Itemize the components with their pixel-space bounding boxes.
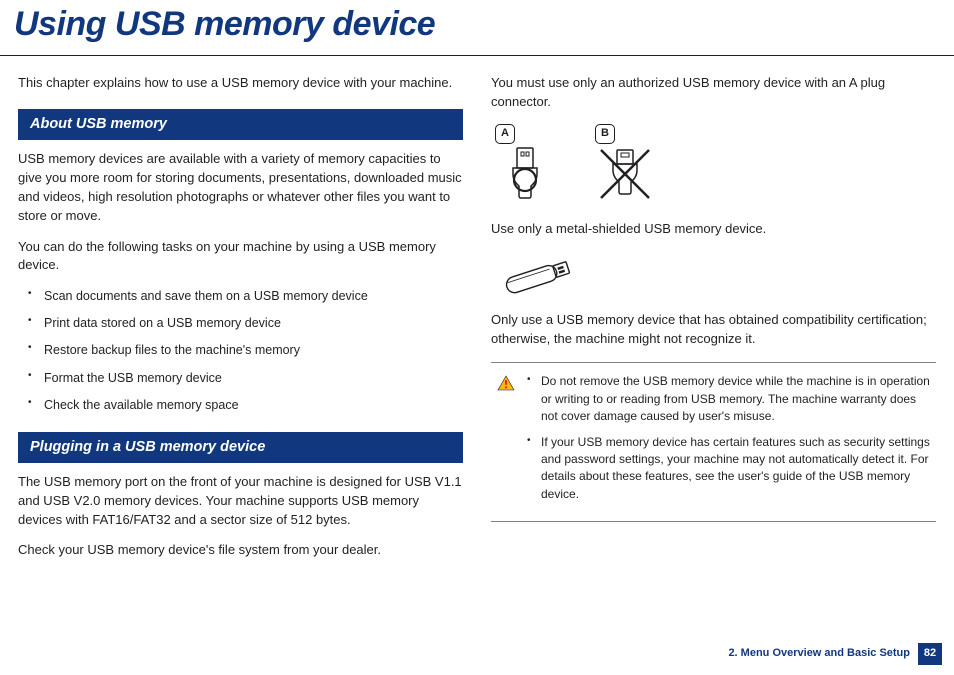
task-list: Scan documents and save them on a USB me…: [18, 287, 463, 414]
right-column: You must use only an authorized USB memo…: [491, 74, 936, 572]
section-heading-about: About USB memory: [18, 109, 463, 140]
page-footer: 2. Menu Overview and Basic Setup 82: [728, 643, 942, 665]
note-item: If your USB memory device has certain fe…: [527, 434, 930, 504]
compat-text: Only use a USB memory device that has ob…: [491, 311, 936, 349]
connector-a-ok: A: [495, 124, 555, 210]
label-a: A: [495, 124, 515, 144]
note-item: Do not remove the USB memory device whil…: [527, 373, 930, 425]
list-item: Format the USB memory device: [32, 369, 463, 387]
list-item: Scan documents and save them on a USB me…: [32, 287, 463, 305]
page-title: Using USB memory device: [14, 0, 954, 49]
connector-b-no: B: [595, 124, 655, 210]
label-b: B: [595, 124, 615, 144]
left-column: This chapter explains how to use a USB m…: [18, 74, 463, 572]
list-item: Check the available memory space: [32, 396, 463, 414]
usb-a-plug-icon: [495, 146, 555, 210]
usb-b-plug-crossed-icon: [595, 146, 655, 210]
warning-icon: [497, 375, 515, 391]
footer-page-number: 82: [918, 643, 942, 665]
list-item: Restore backup files to the machine's me…: [32, 341, 463, 359]
auth-text: You must use only an authorized USB memo…: [491, 74, 936, 112]
footer-chapter: 2. Menu Overview and Basic Setup: [728, 646, 910, 662]
list-item: Print data stored on a USB memory device: [32, 314, 463, 332]
shielded-text: Use only a metal-shielded USB memory dev…: [491, 220, 936, 239]
header: Using USB memory device: [0, 0, 954, 56]
plug-paragraph-2: Check your USB memory device's file syst…: [18, 541, 463, 560]
section-heading-plugging: Plugging in a USB memory device: [18, 432, 463, 463]
caution-note: Do not remove the USB memory device whil…: [491, 362, 936, 522]
about-paragraph-1: USB memory devices are available with a …: [18, 150, 463, 225]
connector-illustration-row: A B: [495, 124, 936, 210]
usb-stick-icon: [493, 255, 583, 297]
intro-text: This chapter explains how to use a USB m…: [18, 74, 463, 93]
plug-paragraph-1: The USB memory port on the front of your…: [18, 473, 463, 530]
content-columns: This chapter explains how to use a USB m…: [0, 74, 954, 572]
about-paragraph-2: You can do the following tasks on your m…: [18, 238, 463, 276]
